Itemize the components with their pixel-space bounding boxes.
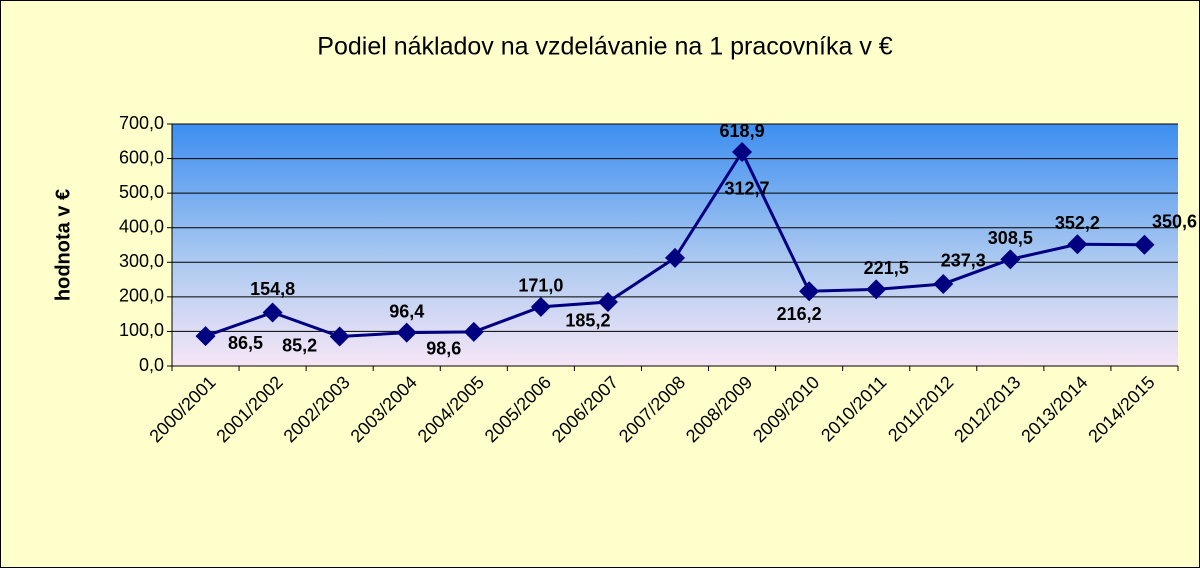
marker: [866, 279, 887, 300]
marker: [597, 291, 618, 312]
marker: [732, 142, 753, 163]
data-label: 350,6: [1152, 212, 1197, 232]
y-tick-label: 0,0: [139, 355, 164, 375]
marker: [530, 296, 551, 317]
marker: [396, 322, 417, 343]
data-label: 237,3: [941, 251, 986, 271]
data-label: 352,2: [1055, 213, 1100, 233]
y-tick-label: 200,0: [119, 286, 164, 306]
data-label: 154,8: [250, 279, 295, 299]
data-label: 171,0: [518, 276, 563, 296]
data-label: 308,5: [988, 228, 1033, 248]
marker: [933, 273, 954, 294]
plot-area: [172, 124, 1178, 366]
y-tick-label: 700,0: [119, 113, 164, 133]
y-tick-label: 600,0: [119, 147, 164, 167]
data-label: 98,6: [426, 339, 461, 359]
data-label: 221,5: [864, 258, 909, 278]
y-tick-label: 100,0: [119, 320, 164, 340]
data-label: 96,4: [389, 301, 424, 321]
marker: [799, 281, 820, 302]
y-axis-label: hodnota v €: [52, 189, 74, 301]
y-tick-label: 400,0: [119, 216, 164, 236]
data-label: 185,2: [565, 311, 610, 331]
marker: [463, 321, 484, 342]
marker: [195, 326, 216, 347]
data-label: 312,7: [724, 179, 769, 199]
data-label: 216,2: [777, 304, 822, 324]
marker: [1067, 234, 1088, 255]
data-label: 618,9: [720, 121, 765, 141]
marker: [262, 302, 283, 323]
y-tick-label: 500,0: [119, 182, 164, 202]
data-label: 86,5: [228, 333, 263, 353]
chart-title: Podiel nákladov na vzdelávanie na 1 prac…: [317, 33, 892, 61]
y-tick-label: 300,0: [119, 251, 164, 271]
marker: [1134, 234, 1155, 255]
data-label: 85,2: [282, 335, 317, 355]
marker: [665, 247, 685, 268]
marker: [329, 326, 350, 347]
marker: [1000, 249, 1021, 270]
